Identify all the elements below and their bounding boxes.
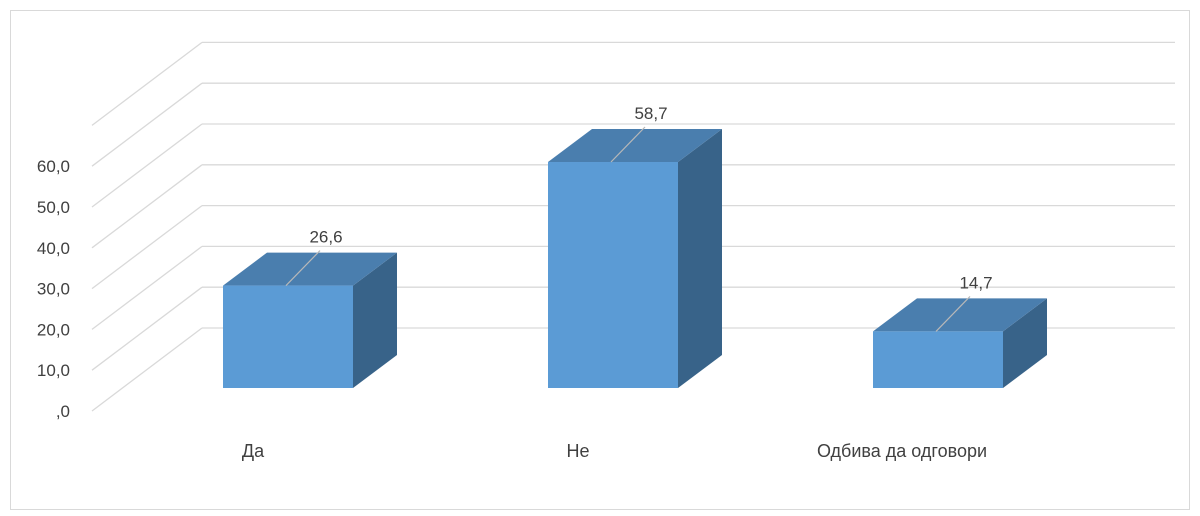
y-tick-label: 10,0	[37, 361, 70, 380]
y-tick-label: 60,0	[37, 157, 70, 176]
y-tick-label: ,0	[56, 402, 70, 421]
gridline-diagonal	[91, 164, 203, 249]
bar-top	[223, 252, 397, 286]
bar	[223, 285, 353, 388]
data-label: 26,6	[309, 228, 342, 247]
y-tick-label: 30,0	[37, 280, 70, 299]
data-label-leader	[935, 295, 971, 332]
x-category-label: Не	[566, 441, 589, 461]
y-tick-label: 20,0	[37, 320, 70, 339]
gridline-diagonal	[91, 123, 203, 208]
gridline-diagonal	[91, 286, 203, 371]
data-label: 14,7	[959, 273, 992, 292]
x-category-label: Одбива да одговори	[817, 441, 987, 461]
gridline-diagonal	[91, 82, 203, 167]
gridline-diagonal	[91, 245, 203, 330]
gridline-diagonal	[91, 205, 203, 290]
data-label: 58,7	[634, 104, 667, 123]
bar	[548, 162, 678, 388]
gridline-diagonal	[91, 327, 203, 412]
bar-side	[1003, 298, 1047, 388]
data-label-leader	[610, 126, 646, 163]
bar-side	[353, 252, 397, 388]
data-label-leader	[285, 250, 321, 287]
y-tick-label: 50,0	[37, 198, 70, 217]
bar-top	[548, 129, 722, 163]
x-category-label: Да	[242, 441, 265, 461]
gridline-diagonal	[91, 41, 203, 126]
bar-top	[873, 298, 1047, 332]
bar-side	[678, 129, 722, 388]
y-tick-label: 40,0	[37, 239, 70, 258]
bar	[873, 331, 1003, 388]
